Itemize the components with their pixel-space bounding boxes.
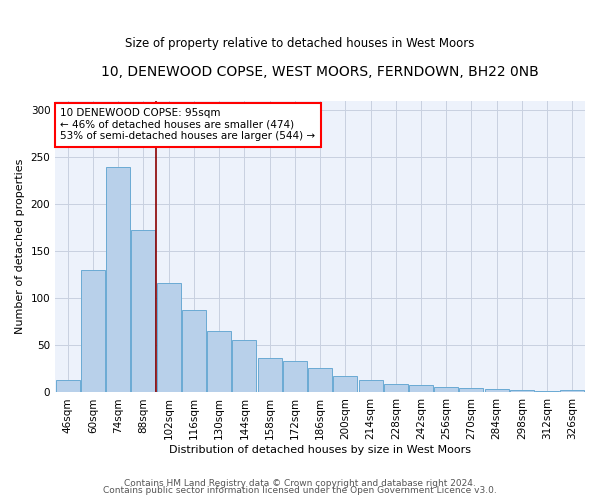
Bar [182,310,206,392]
Text: Contains public sector information licensed under the Open Government Licence v3: Contains public sector information licen… [103,486,497,495]
Bar [131,230,155,392]
Bar [232,340,256,392]
Bar [207,332,231,392]
Bar [434,387,458,392]
Bar [460,388,484,392]
Title: 10, DENEWOOD COPSE, WEST MOORS, FERNDOWN, BH22 0NB: 10, DENEWOOD COPSE, WEST MOORS, FERNDOWN… [101,65,539,79]
Bar [157,284,181,393]
Bar [81,270,105,392]
Bar [56,380,80,392]
Bar [409,385,433,392]
Text: Size of property relative to detached houses in West Moors: Size of property relative to detached ho… [125,38,475,51]
Bar [283,362,307,392]
Bar [384,384,408,392]
Text: Contains HM Land Registry data © Crown copyright and database right 2024.: Contains HM Land Registry data © Crown c… [124,478,476,488]
Bar [535,390,559,392]
Bar [257,358,281,392]
Bar [560,390,584,392]
Bar [308,368,332,392]
Bar [485,388,509,392]
Bar [510,390,534,392]
Text: 10 DENEWOOD COPSE: 95sqm
← 46% of detached houses are smaller (474)
53% of semi-: 10 DENEWOOD COPSE: 95sqm ← 46% of detach… [61,108,316,142]
Bar [106,167,130,392]
Y-axis label: Number of detached properties: Number of detached properties [15,159,25,334]
Bar [334,376,357,392]
X-axis label: Distribution of detached houses by size in West Moors: Distribution of detached houses by size … [169,445,471,455]
Bar [359,380,383,392]
